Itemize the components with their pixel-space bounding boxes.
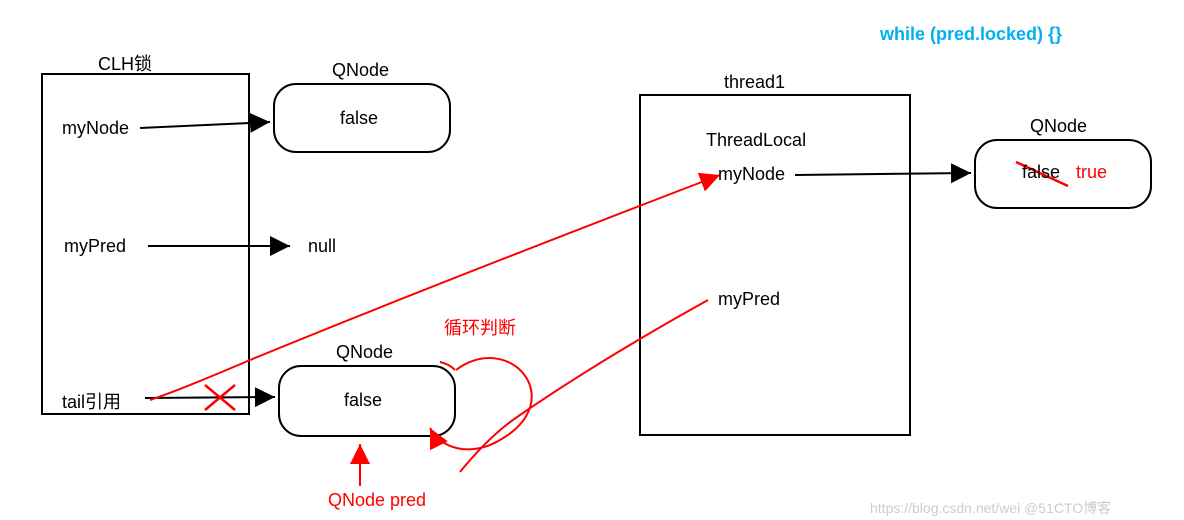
qnode2-label: QNode bbox=[336, 342, 393, 363]
thread1-mypred-label: myPred bbox=[718, 289, 780, 310]
null-label: null bbox=[308, 236, 336, 257]
code-annotation: while (pred.locked) {} bbox=[880, 24, 1062, 45]
arrow-mynode-qnode1 bbox=[140, 122, 270, 128]
qnode2-value: false bbox=[344, 390, 382, 411]
clh-mypred-label: myPred bbox=[64, 236, 126, 257]
qnode3-label: QNode bbox=[1030, 116, 1087, 137]
arrow-t1-mynode-qnode3 bbox=[795, 173, 971, 175]
thread1-mynode-label: myNode bbox=[718, 164, 785, 185]
qnode3-value-new: true bbox=[1076, 162, 1107, 183]
diagram-canvas bbox=[0, 0, 1184, 520]
thread1-title: thread1 bbox=[724, 72, 785, 93]
thread1-local-label: ThreadLocal bbox=[706, 130, 806, 151]
qnode3-box bbox=[975, 140, 1151, 208]
qnode3-value-old: false bbox=[1022, 162, 1060, 183]
qnode-pred-annotation: QNode pred bbox=[328, 490, 426, 511]
arrow-tail-qnode2 bbox=[145, 397, 275, 398]
clh-title: CLH锁 bbox=[98, 50, 152, 76]
loop-annotation: 循环判断 bbox=[444, 314, 516, 340]
red-loop-qnode2 bbox=[430, 358, 532, 449]
qnode1-value: false bbox=[340, 108, 378, 129]
clh-tail-label: tail引用 bbox=[62, 388, 121, 414]
watermark-text: https://blog.csdn.net/wei @51CTO博客 bbox=[870, 498, 1111, 518]
qnode1-label: QNode bbox=[332, 60, 389, 81]
clh-mynode-label: myNode bbox=[62, 118, 129, 139]
